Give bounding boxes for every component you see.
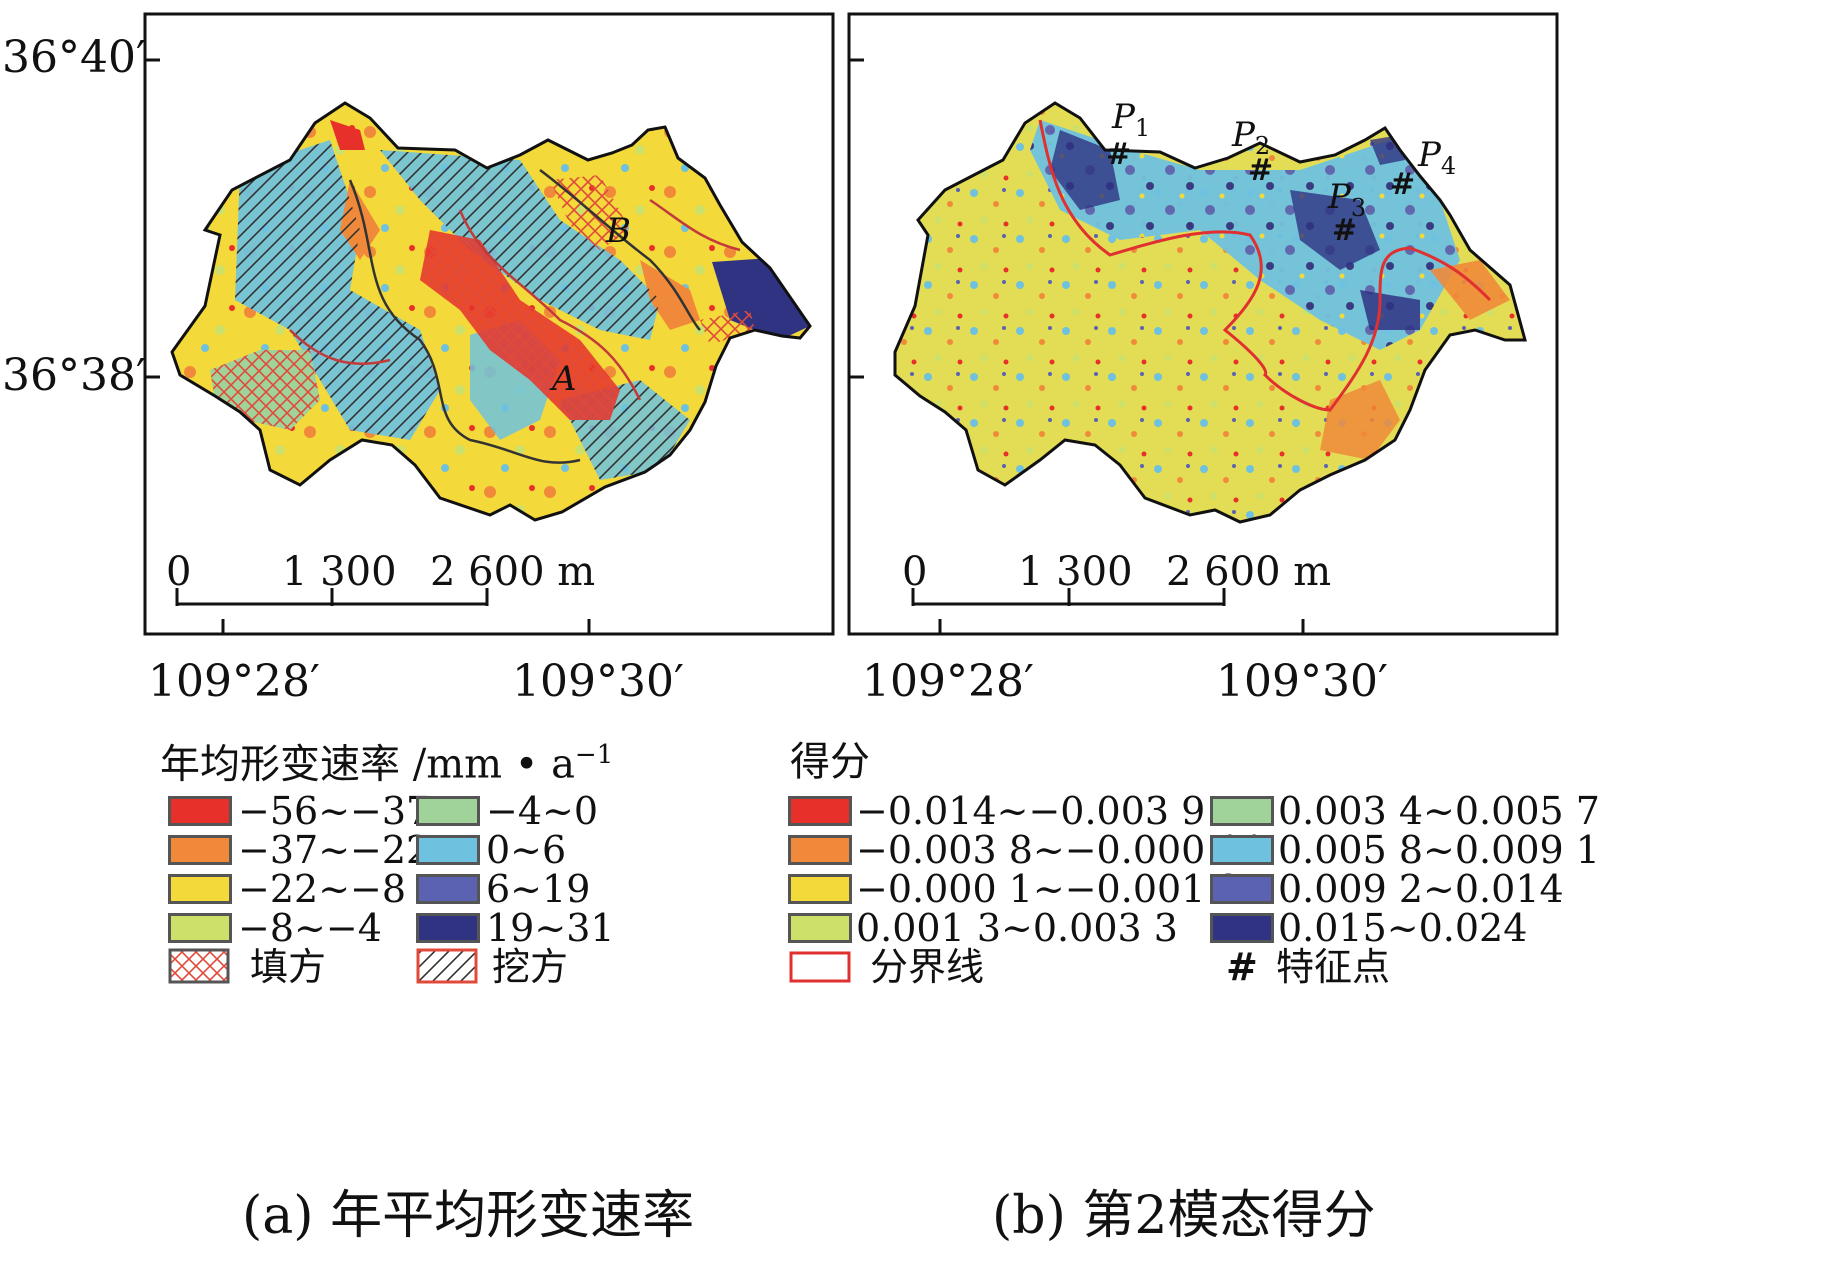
legend-a-swatch-3	[168, 874, 232, 904]
legend-a-swatch-5	[416, 796, 480, 826]
map-b-point-p3: P3	[1328, 177, 1367, 222]
map-a-scale-2600: 2 600 m	[430, 549, 596, 595]
map-a-lat-label-1: 36°40′	[2, 32, 146, 83]
caption-a: (a) 年平均形变速率	[242, 1186, 695, 1246]
legend-b-swatch-1	[788, 796, 852, 826]
map-a-lon-label-1: 109°28′	[148, 656, 320, 707]
legend-a-label-3: −22~−8	[238, 867, 407, 911]
legend-b-boundary-swatch	[789, 951, 851, 983]
map-b-lon-label-1: 109°28′	[862, 656, 1034, 707]
legend-a-cut-swatch	[416, 948, 478, 984]
legend-b-label-1: −0.014~−0.003 9	[856, 789, 1206, 833]
legend-b-feature-symbol: #	[1226, 944, 1258, 989]
legend-b-swatch-6	[1210, 835, 1274, 865]
legend-a-swatch-7	[416, 874, 480, 904]
legend-b-title: 得分	[790, 739, 870, 785]
legend-b-label-7: 0.009 2~0.014	[1278, 867, 1564, 911]
legend-a-label-2: −37~−22	[238, 828, 431, 872]
map-a-scale-bar	[175, 588, 489, 606]
map-a-scale-0: 0	[166, 549, 192, 595]
map-b-marker-p3: #	[1332, 213, 1358, 248]
map-a-scale-1300: 1 300	[282, 549, 397, 595]
map-b-point-p1: P1	[1112, 97, 1151, 142]
map-a-lat-label-2: 36°38′	[2, 350, 146, 401]
legend-a-fill-label: 填方	[250, 945, 327, 989]
map-b-scale-bar	[911, 588, 1226, 606]
map-a-point-b: B	[606, 211, 631, 251]
legend-b-label-3: −0.000 1~−0.001 2	[856, 867, 1242, 911]
legend-a-label-4: −8~−4	[238, 906, 382, 950]
legend-a-swatch-1	[168, 796, 232, 826]
map-a-point-a: A	[552, 359, 577, 399]
legend-a-fill-swatch	[168, 948, 230, 984]
map-b-marker-p4: #	[1390, 167, 1416, 202]
legend-b-feature-label: 特征点	[1276, 945, 1391, 989]
map-b-scale-1300: 1 300	[1018, 549, 1133, 595]
legend-a-title: 年均形变速率 /mm • a−1	[160, 740, 614, 788]
legend-a-swatch-6	[416, 835, 480, 865]
map-b-scale-0: 0	[902, 549, 928, 595]
legend-a-label-7: 6~19	[486, 867, 591, 911]
legend-a-cut-label: 挖方	[492, 945, 569, 989]
map-b-point-p4: P4	[1418, 135, 1457, 180]
legend-a-label-6: 0~6	[486, 828, 567, 872]
legend-a-label-1: −56~−37	[238, 789, 431, 833]
legend-b-swatch-2	[788, 835, 852, 865]
caption-b: (b) 第2模态得分	[992, 1186, 1376, 1246]
legend-b-label-6: 0.005 8~0.009 1	[1278, 828, 1600, 872]
legend-b-label-8: 0.015~0.024	[1278, 906, 1528, 950]
legend-b-swatch-8	[1210, 913, 1274, 943]
legend-a-swatch-2	[168, 835, 232, 865]
legend-b-label-4: 0.001 3~0.003 3	[856, 906, 1178, 950]
legend-b-boundary-label: 分界线	[870, 945, 985, 989]
legend-b-swatch-4	[788, 913, 852, 943]
map-b-point-p2: P2	[1232, 115, 1271, 160]
legend-b-label-2: −0.003 8~−0.000 11	[856, 828, 1266, 872]
legend-b-label-5: 0.003 4~0.005 7	[1278, 789, 1600, 833]
map-b-scale-2600: 2 600 m	[1166, 549, 1332, 595]
legend-a-swatch-8	[416, 913, 480, 943]
legend-a-swatch-4	[168, 913, 232, 943]
legend-b-swatch-7	[1210, 874, 1274, 904]
legend-b-swatch-3	[788, 874, 852, 904]
map-b-marker-p2: #	[1248, 153, 1274, 188]
legend-a-label-5: −4~0	[486, 789, 599, 833]
legend-b-swatch-5	[1210, 796, 1274, 826]
map-b-lon-label-2: 109°30′	[1216, 656, 1388, 707]
map-b-marker-p1: #	[1106, 137, 1132, 172]
legend-a-label-8: 19~31	[486, 906, 615, 950]
map-a-lon-label-2: 109°30′	[512, 656, 684, 707]
